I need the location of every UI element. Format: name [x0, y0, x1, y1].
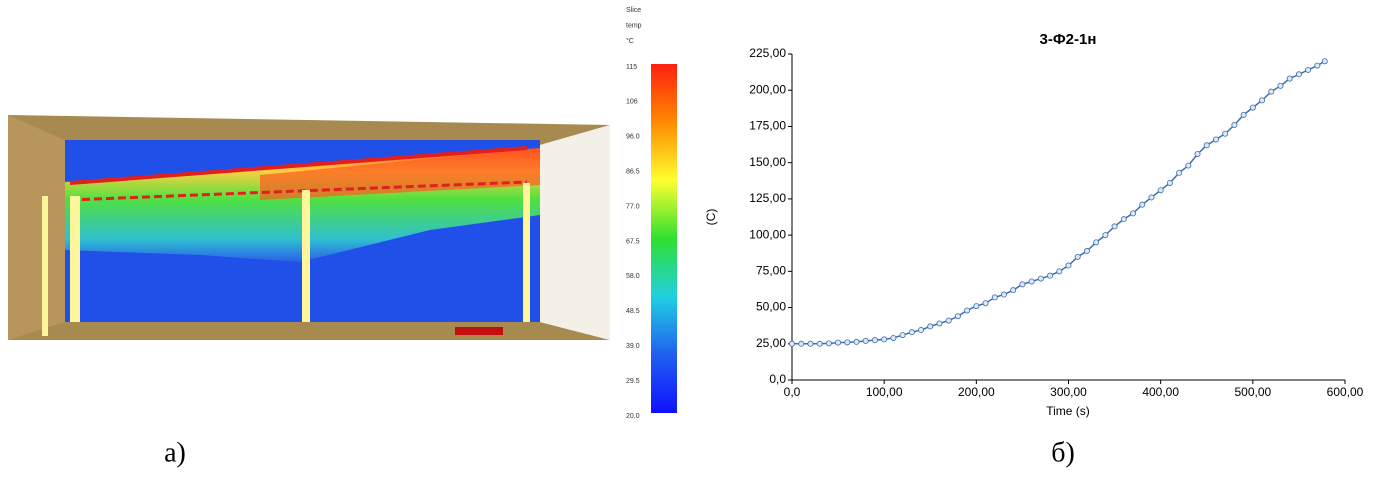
x-tick-label: 400,00: [1142, 385, 1179, 399]
data-point: [1296, 72, 1301, 77]
data-point: [1084, 248, 1089, 253]
y-tick-label: 225,00: [749, 46, 786, 60]
data-point: [835, 340, 840, 345]
data-point: [909, 330, 914, 335]
data-point: [928, 324, 933, 329]
data-point: [1195, 151, 1200, 156]
data-point: [1232, 122, 1237, 127]
data-point: [1112, 224, 1117, 229]
data-point: [854, 339, 859, 344]
x-tick-label: 200,00: [958, 385, 995, 399]
x-tick-label: 600,00: [1327, 385, 1364, 399]
x-tick-label: 100,00: [866, 385, 903, 399]
data-point: [1213, 137, 1218, 142]
data-point: [1149, 195, 1154, 200]
data-point: [1250, 105, 1255, 110]
colorbar-tick-label: 86.5: [626, 169, 640, 176]
data-point: [1047, 273, 1052, 278]
colorbar-title: °C: [626, 37, 634, 45]
data-point: [1158, 188, 1163, 193]
data-point: [1038, 276, 1043, 281]
x-tick-label: 0,0: [784, 385, 801, 399]
data-point: [1140, 202, 1145, 207]
data-point: [789, 341, 794, 346]
colorbar-tick-label: 58.0: [626, 273, 640, 280]
data-point: [799, 341, 804, 346]
y-tick-label: 200,00: [749, 82, 786, 96]
y-tick-label: 25,00: [756, 336, 786, 350]
figure: Slice temp °C 115 106 96.0 86.5 77.0 67.5 58.0 48.…: [0, 0, 1378, 472]
colorbar-tick-label: 115: [626, 64, 637, 71]
chart-title: 3-Ф2-1н: [1040, 31, 1097, 48]
data-point: [974, 304, 979, 309]
data-point: [808, 341, 813, 346]
data-point: [1103, 233, 1108, 238]
data-point: [1066, 263, 1071, 268]
data-point: [1011, 288, 1016, 293]
data-point: [1121, 217, 1126, 222]
data-point: [1130, 211, 1135, 216]
y-tick-label: 175,00: [749, 119, 786, 133]
y-tick-label: 125,00: [749, 191, 786, 205]
y-tick-label: 50,00: [756, 300, 786, 314]
colorbar-tick-label: 96.0: [626, 134, 640, 141]
colorbar-tick-label: 20.0: [626, 413, 640, 420]
data-point: [1241, 112, 1246, 117]
data-point: [983, 301, 988, 306]
colorbar-tick-label: 39.0: [626, 343, 640, 350]
data-point: [918, 327, 923, 332]
data-point: [1186, 163, 1191, 168]
colorbar-title: temp: [626, 22, 642, 29]
data-point: [955, 314, 960, 319]
data-point: [845, 340, 850, 345]
data-point: [817, 341, 822, 346]
colorbar: [651, 64, 677, 413]
data-point: [1306, 67, 1311, 72]
y-axis-label: (C): [704, 209, 718, 226]
caption: а): [164, 437, 186, 468]
data-point: [882, 337, 887, 342]
data-point: [826, 341, 831, 346]
data-point: [1269, 89, 1274, 94]
data-point: [1278, 83, 1283, 88]
y-tick-label: 0,0: [769, 372, 786, 386]
colorbar-tick-label: 48.5: [626, 308, 640, 315]
data-point: [1322, 59, 1327, 64]
data-point: [937, 321, 942, 326]
data-line: [792, 61, 1325, 344]
data-point: [1029, 279, 1034, 284]
data-point: [1057, 269, 1062, 274]
y-tick-label: 75,00: [756, 264, 786, 278]
data-point: [900, 332, 905, 337]
y-tick-label: 150,00: [749, 155, 786, 169]
y-tick-label: 100,00: [749, 227, 786, 241]
colorbar-title: Slice: [626, 7, 641, 14]
data-point: [872, 338, 877, 343]
data-point: [1167, 180, 1172, 185]
data-point: [1204, 143, 1209, 148]
caption: б): [1051, 437, 1075, 468]
colorbar-tick-label: 77.0: [626, 203, 640, 210]
data-point: [863, 338, 868, 343]
colorbar-tick-label: 67.5: [626, 238, 640, 245]
data-point: [1223, 131, 1228, 136]
data-point: [1315, 63, 1320, 68]
data-point: [1075, 254, 1080, 259]
x-axis-label: Time (s): [1046, 404, 1090, 418]
data-point: [1001, 292, 1006, 297]
colorbar-tick-label: 106: [626, 99, 638, 106]
data-point: [1177, 170, 1182, 175]
data-point: [1287, 76, 1292, 81]
data-point: [965, 308, 970, 313]
data-point: [1259, 98, 1264, 103]
data-point: [992, 295, 997, 300]
colorbar-tick-label: 29.5: [626, 378, 640, 385]
simulation-scene: [8, 115, 610, 340]
x-tick-label: 300,00: [1050, 385, 1087, 399]
x-tick-label: 500,00: [1234, 385, 1271, 399]
data-point: [1094, 240, 1099, 245]
data-point: [1020, 282, 1025, 287]
data-point: [946, 318, 951, 323]
data-point: [891, 335, 896, 340]
